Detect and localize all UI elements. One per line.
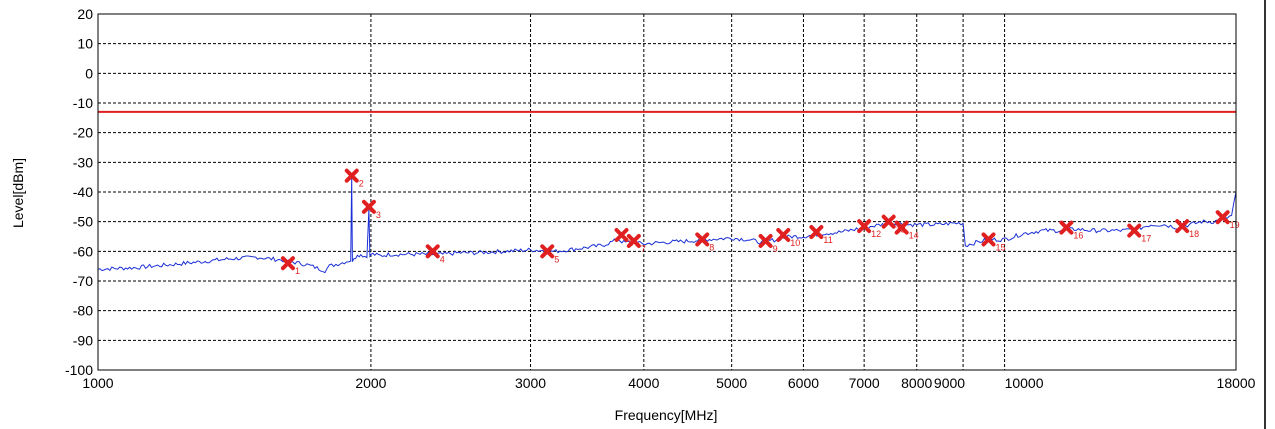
y-axis-label: Level[dBm] xyxy=(10,158,26,228)
marker-label: 11 xyxy=(823,235,832,245)
y-tick-label: -60 xyxy=(73,243,93,259)
marker-cross-b xyxy=(1175,219,1190,234)
marker-label: 8 xyxy=(709,242,714,252)
marker-label: 16 xyxy=(1073,231,1083,241)
y-tick-label: -40 xyxy=(73,184,93,200)
marker-10: 10 xyxy=(776,228,800,248)
y-tick-label: 0 xyxy=(85,65,93,81)
marker-12: 12 xyxy=(857,219,881,239)
marker-label: 10 xyxy=(790,238,800,248)
marker-5: 5 xyxy=(540,244,559,264)
marker-9: 9 xyxy=(758,233,778,254)
marker-cross-b xyxy=(981,232,996,247)
marker-8: 8 xyxy=(695,232,714,252)
marker-1: 1 xyxy=(280,256,300,276)
marker-cross-b xyxy=(1215,210,1230,225)
marker-16: 16 xyxy=(1059,220,1083,241)
marker-cross-b xyxy=(361,199,376,214)
marker-cross-b xyxy=(540,244,555,259)
marker-label: 5 xyxy=(554,254,559,264)
marker-cross-b xyxy=(344,168,359,183)
x-tick-label: 8000 xyxy=(901,375,932,391)
marker-label: 3 xyxy=(376,210,381,220)
y-tick-label: -30 xyxy=(73,154,93,170)
marker-4: 4 xyxy=(425,244,445,264)
x-axis-label: Frequency[MHz] xyxy=(615,407,718,423)
y-tick-label: -70 xyxy=(73,273,93,289)
y-tick-label: -50 xyxy=(73,214,93,230)
marker-label: 9 xyxy=(773,244,778,254)
marker-label: 7 xyxy=(641,244,646,254)
x-tick-label: 5000 xyxy=(716,375,747,391)
marker-cross-b xyxy=(425,244,440,259)
marker-cross-b xyxy=(894,220,909,235)
x-tick-label: 10000 xyxy=(1005,375,1044,391)
x-tick-label: 18000 xyxy=(1217,375,1256,391)
marker-label: 1 xyxy=(295,266,300,276)
marker-label: 12 xyxy=(871,229,881,239)
marker-label: 17 xyxy=(1141,234,1151,244)
marker-11: 11 xyxy=(809,225,833,245)
marker-cross-b xyxy=(1127,223,1142,238)
marker-14: 14 xyxy=(894,220,919,241)
marker-label: 19 xyxy=(1230,220,1240,230)
x-tick-labels: 1000 2000 3000 4000 5000 6000 7000 8000 9000 1000… xyxy=(82,375,1255,391)
marker-17: 17 xyxy=(1127,223,1151,244)
marker-label: 14 xyxy=(909,231,919,241)
marker-cross-b xyxy=(758,233,773,248)
marker-cross-b xyxy=(1059,220,1074,235)
y-tick-label: -100 xyxy=(65,362,93,378)
marker-cross-b xyxy=(776,228,791,243)
grid xyxy=(97,13,1237,371)
y-tick-label: -20 xyxy=(73,125,93,141)
marker-cross-b xyxy=(280,256,295,271)
marker-label: 4 xyxy=(440,254,445,264)
marker-cross-b xyxy=(626,233,641,248)
x-tick-label: 3000 xyxy=(515,375,546,391)
x-tick-label: 1000 xyxy=(82,375,113,391)
plot-frame xyxy=(97,13,1237,371)
x-tick-label: 9000 xyxy=(934,375,965,391)
marker-cross-b xyxy=(881,214,896,229)
marker-18: 18 xyxy=(1175,219,1199,239)
marker-2: 2 xyxy=(344,168,364,189)
markers-group: 12345678910111213141516171819 xyxy=(280,168,1240,276)
plot-border xyxy=(97,13,1237,371)
marker-3: 3 xyxy=(361,199,381,220)
marker-cross-b xyxy=(614,228,629,243)
marker-7: 7 xyxy=(626,233,646,254)
y-tick-label: 10 xyxy=(77,36,93,52)
y-tick-label: -10 xyxy=(73,95,93,111)
y-tick-label: -80 xyxy=(73,303,93,319)
right-edge-rule xyxy=(1264,0,1266,429)
marker-cross-b xyxy=(857,219,872,234)
x-tick-label: 2000 xyxy=(355,375,386,391)
x-tick-label: 6000 xyxy=(788,375,819,391)
marker-label: 2 xyxy=(359,179,364,189)
marker-cross-b xyxy=(809,225,824,240)
marker-15: 15 xyxy=(981,232,1006,252)
y-tick-labels: 20 10 0 -10 -20 -30 -40 -50 -60 -70 -80 -90 -100 xyxy=(65,6,93,378)
y-tick-label: 20 xyxy=(77,6,93,22)
marker-cross-b xyxy=(695,232,710,247)
marker-label: 18 xyxy=(1189,229,1199,239)
x-tick-label: 4000 xyxy=(628,375,659,391)
x-tick-label: 7000 xyxy=(849,375,880,391)
marker-19: 19 xyxy=(1215,210,1240,230)
y-tick-label: -90 xyxy=(73,332,93,348)
marker-label: 15 xyxy=(996,242,1006,252)
